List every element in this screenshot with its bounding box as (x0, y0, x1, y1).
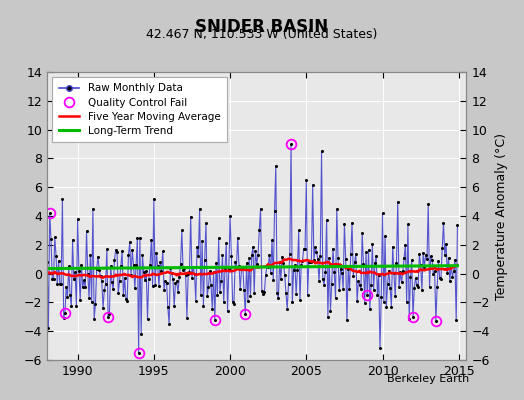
Legend: Raw Monthly Data, Quality Control Fail, Five Year Moving Average, Long-Term Tren: Raw Monthly Data, Quality Control Fail, … (52, 77, 227, 142)
Y-axis label: Temperature Anomaly (°C): Temperature Anomaly (°C) (495, 132, 508, 300)
Text: 42.467 N, 110.533 W (United States): 42.467 N, 110.533 W (United States) (146, 28, 378, 41)
Text: Berkeley Earth: Berkeley Earth (387, 374, 469, 384)
Text: SNIDER BASIN: SNIDER BASIN (195, 18, 329, 36)
